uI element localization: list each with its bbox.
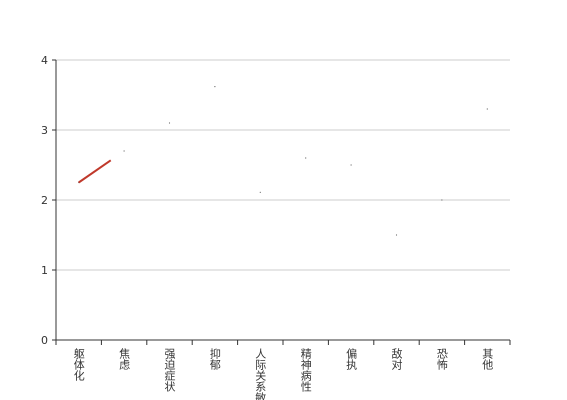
point [350,164,352,166]
point [441,199,443,201]
x-tick-label: 焦虑 [118,348,131,370]
series-line [78,84,489,237]
point [259,191,261,193]
y-tick-label: 2 [41,194,48,207]
point [123,150,125,152]
y-tick-label: 1 [41,264,48,277]
point [486,108,488,110]
x-tick-label: 人际关系敏感 [254,348,267,400]
point [305,157,307,159]
x-tick-label: 偏执 [345,347,358,371]
point [214,86,216,88]
y-tick-label: 3 [41,124,48,137]
point [168,122,171,124]
x-tick-label: 其他 [481,348,494,370]
y-tick-label: 0 [41,334,48,347]
y-tick-label: 4 [41,54,48,67]
x-tick-label: 恐怖 [435,348,448,370]
x-tick-label: 精神病性 [299,348,312,393]
x-tick-label: 抑郁 [208,347,221,370]
x-tick-label: 敌对 [390,347,403,370]
point [395,234,398,236]
x-tick-label: 躯体化 [72,348,85,382]
x-tick-label: 强迫症状 [163,348,176,392]
